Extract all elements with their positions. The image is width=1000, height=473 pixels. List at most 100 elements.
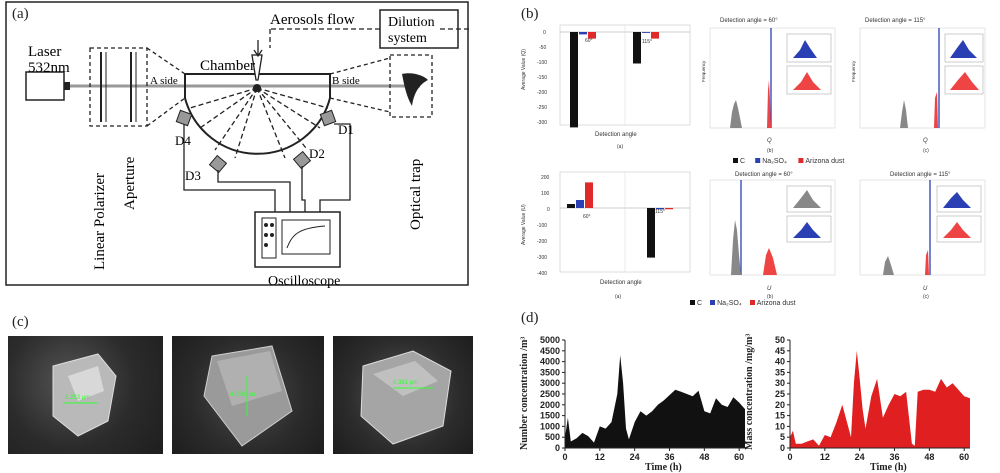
xtick-label-1-60: 60	[959, 452, 969, 462]
area-series-1	[790, 350, 970, 448]
freq-label-2: Frequency	[851, 60, 856, 82]
q-bar-115-1	[642, 32, 650, 33]
xtick-label-0-60: 60	[734, 452, 744, 462]
sem-image-1: 6.253 μm	[8, 336, 163, 454]
panel-label-b: (b)	[521, 6, 539, 22]
x-label-1: Time (h)	[870, 462, 907, 473]
hist-q115-xlabel: Q	[923, 138, 928, 144]
svg-text:-100: -100	[537, 223, 547, 229]
ytick-label-0-1500: 1500	[540, 411, 560, 421]
panel-label-d: (d)	[521, 310, 539, 326]
svg-text:-400: -400	[537, 271, 547, 277]
a-side-label: A side	[150, 75, 178, 87]
panel-b: (b) Average Value (Q) Detection angle 60…	[505, 0, 1000, 300]
legend-top-swatch-1	[755, 158, 761, 163]
xtick-label-1-24: 24	[855, 452, 865, 462]
legend-top-swatch-0	[733, 158, 738, 163]
xtick-label-1-12: 12	[820, 452, 830, 462]
hist-q60-carbon	[730, 100, 742, 128]
area-series-0	[565, 355, 745, 448]
legend-top-label-0: C	[740, 158, 745, 165]
xtick-label-1-0: 0	[787, 452, 792, 462]
legend-bottom-item-1: Na₂SO₄	[710, 300, 742, 307]
hist-q115-carbon	[900, 100, 908, 128]
d1-label: D1	[338, 122, 354, 137]
detector-d1	[319, 109, 337, 127]
dilution-label-1: Dilution	[388, 15, 435, 30]
q-bar-115-0	[633, 32, 641, 64]
ytick-label-1-35: 35	[775, 367, 785, 377]
ytick-label-1-10: 10	[775, 421, 785, 431]
panel-d-charts: 0500100015002000250030003500400045005000…	[519, 334, 970, 473]
optical-trap-horn	[402, 73, 428, 106]
ytick-label-1-20: 20	[775, 400, 785, 410]
sub-a-top: (a)	[617, 144, 623, 150]
diagram-frame	[5, 1, 469, 286]
hist-u60-xlabel: U	[767, 286, 772, 292]
ytick-label-1-50: 50	[775, 335, 785, 345]
u-bar-115-0	[647, 208, 655, 258]
legend-top: C Na₂SO₄ Arizona dust	[733, 158, 844, 165]
q-ylabel: Average Value (Q)	[521, 49, 527, 90]
ytick-label-0-500: 500	[545, 432, 560, 442]
hist-q60-xlabel: Q	[767, 138, 772, 144]
u-angle-60: 60°	[583, 214, 591, 220]
ytick-label-0-0: 0	[555, 443, 560, 453]
panel-b-figure: Average Value (Q) Detection angle 60° 11…	[521, 18, 986, 300]
q-bar-60-0	[570, 32, 578, 128]
legend-top-label-2: Arizona dust	[805, 158, 844, 165]
hist-q60-dust	[767, 80, 771, 128]
u-xlabel: Detection angle	[600, 280, 642, 286]
area-chart-0: 0500100015002000250030003500400045005000…	[519, 335, 745, 473]
u-bar-60-1	[576, 200, 584, 208]
q-bar-115-2	[651, 32, 659, 39]
aerosols-flow-label: Aerosols flow	[270, 12, 355, 28]
panel-c: (c) 6.253 μm 4.350 μm 6.381 μm	[0, 310, 478, 473]
sub-c-top: (c)	[923, 148, 929, 154]
d2-label: D2	[309, 146, 325, 161]
q-angle-60: 60°	[585, 38, 593, 44]
laser-body	[25, 71, 65, 101]
ytick-label-1-45: 45	[775, 346, 785, 356]
q-xlabel: Detection angle	[595, 132, 637, 138]
ytick-label-0-2500: 2500	[540, 389, 560, 399]
d3-label: D3	[185, 168, 201, 183]
hist-q115-dust	[934, 92, 938, 128]
laser-label: Laser	[28, 44, 61, 60]
hist-title-q-60: Detection angle = 60°	[720, 18, 778, 24]
sub-b-bottom: (b)	[767, 294, 773, 300]
optical-trap-label: Optical trap	[408, 159, 424, 230]
u-bar-60-0	[567, 204, 575, 208]
oscilloscope-label: Oscilloscope	[268, 274, 340, 289]
sub-a-bottom: (a)	[615, 294, 621, 300]
ytick-label-1-30: 30	[775, 378, 785, 388]
hist-u60-dust	[763, 248, 777, 275]
legend-bottom: C Na₂SO₄ Arizona dust	[690, 300, 796, 307]
q-angle-115: 115°	[642, 39, 652, 45]
ytick-label-0-4000: 4000	[540, 357, 560, 367]
x-label-0: Time (h)	[645, 462, 682, 473]
u-yticks: 200 100 0 -100 -200 -300 -400	[537, 175, 550, 277]
svg-text:-200: -200	[537, 90, 547, 96]
u-bar-60-2	[585, 182, 593, 208]
xtick-label-0-36: 36	[665, 452, 675, 462]
hist-u115-xlabel: U	[923, 286, 928, 292]
ytick-label-1-0: 0	[780, 443, 785, 453]
y-label-0: Number concentration /m³	[519, 337, 530, 450]
legend-bottom-item-0: C	[690, 300, 702, 307]
b-side-label: B side	[332, 75, 360, 87]
optics-box	[89, 47, 148, 127]
legend-top-swatch-2	[798, 158, 804, 163]
xtick-label-0-12: 12	[595, 452, 605, 462]
detector-d3	[208, 154, 228, 174]
apparatus-diagram: Laser 532nm Aerosols flow Dilution syste…	[5, 1, 472, 289]
hist-title-u-115: Detection angle = 115°	[890, 172, 951, 178]
ytick-label-0-4500: 4500	[540, 346, 560, 356]
ytick-label-0-3500: 3500	[540, 367, 560, 377]
u-bar-115-2	[665, 208, 673, 210]
q-bar-60-2	[588, 32, 596, 39]
hist-u115-carbon	[883, 256, 894, 275]
scale-label-2: 4.350 μm	[230, 392, 255, 398]
svg-text:-250: -250	[537, 105, 547, 111]
hist-title-q-115: Detection angle = 115°	[865, 18, 926, 24]
